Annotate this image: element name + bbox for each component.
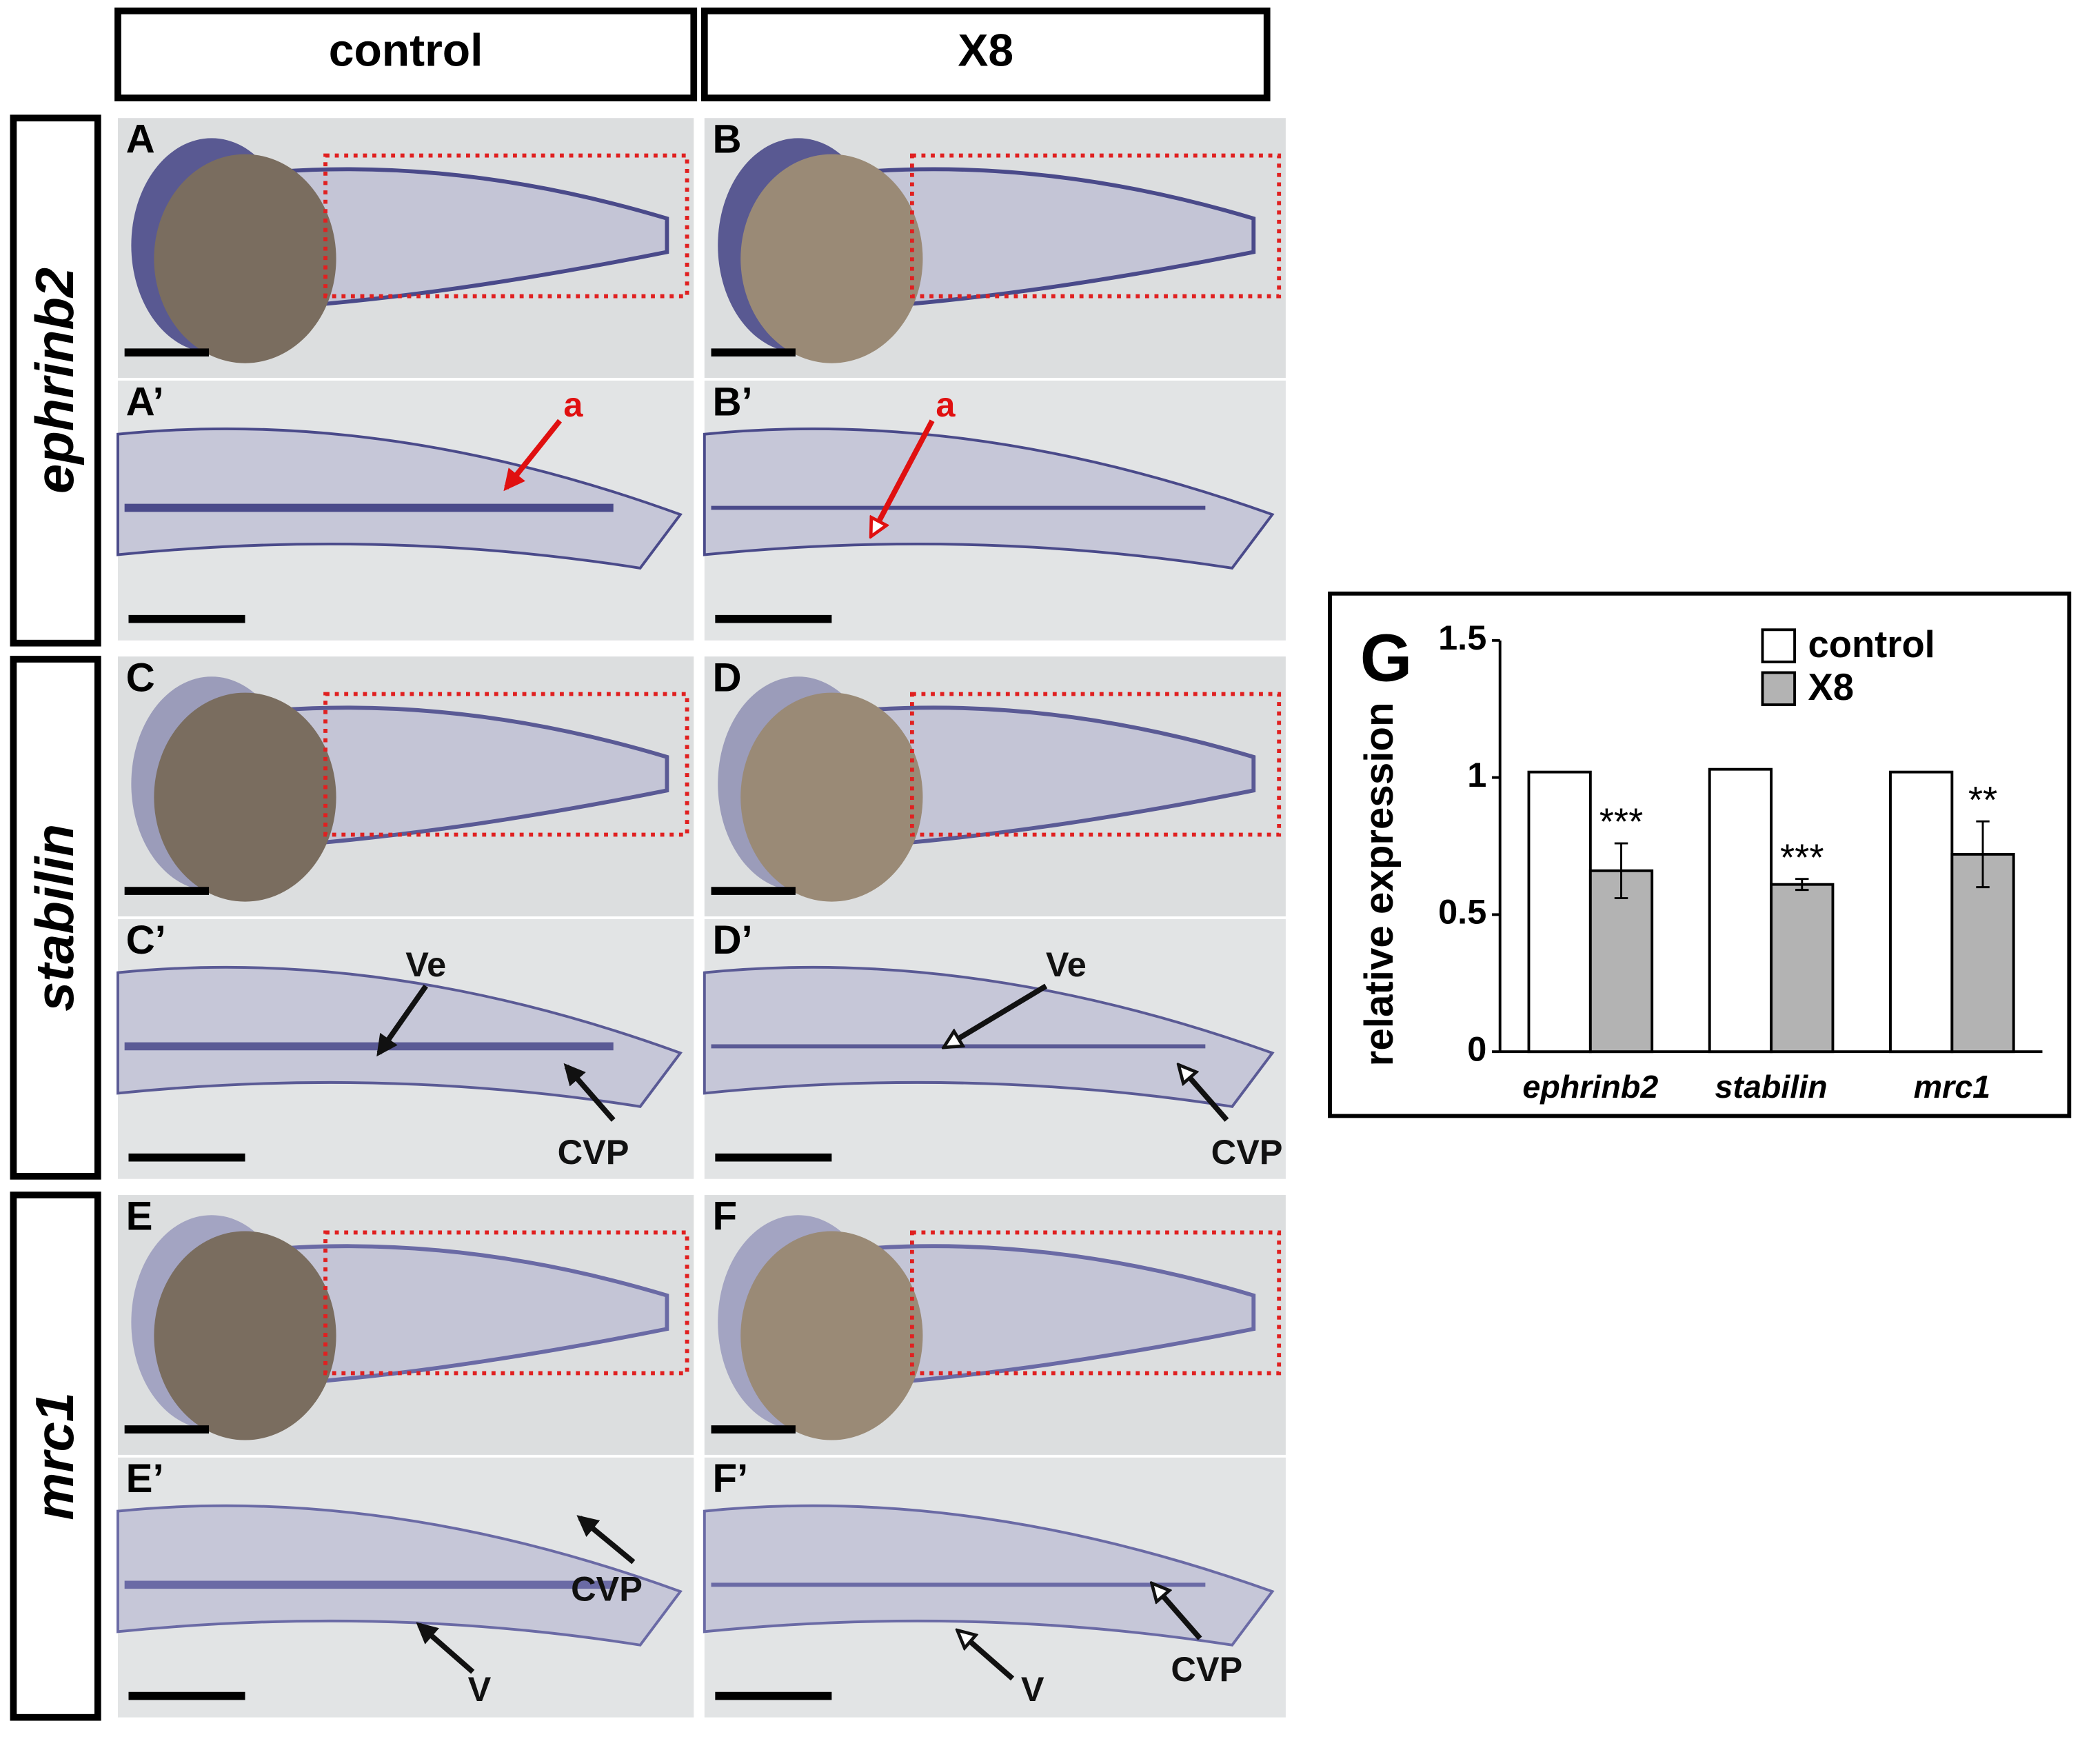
embryo-yolk (154, 692, 336, 902)
significance: *** (1599, 801, 1643, 843)
region-box (323, 692, 689, 837)
arrow (945, 983, 1048, 1046)
embryo-yolk (740, 692, 923, 902)
error-bar (1976, 820, 1990, 889)
embryo-tail (276, 705, 669, 847)
legend-label: control (1808, 623, 1935, 665)
embryo-trunk (703, 965, 1275, 1108)
embryo-yolk (154, 1231, 336, 1440)
column-header: X8 (958, 24, 1013, 75)
row-header: stabilin (26, 824, 85, 1012)
row-header-box (10, 114, 101, 647)
error-bar (1614, 842, 1628, 900)
annotation: CVP (571, 1569, 643, 1608)
panel-label: E’ (126, 1456, 164, 1501)
region-box (323, 153, 689, 299)
arrow (1153, 1585, 1202, 1640)
x-tick-label: ephrinb2 (1522, 1069, 1658, 1105)
row-header: ephrinb2 (26, 268, 85, 494)
annotation: a (936, 385, 956, 424)
panel-label: D’ (712, 918, 752, 963)
column-header: control (329, 24, 483, 75)
bar (1770, 883, 1835, 1054)
annotation: V (468, 1669, 492, 1709)
annotation: Ve (405, 945, 446, 984)
row-header: mrc1 (26, 1392, 85, 1520)
panel-label: F’ (712, 1456, 748, 1501)
annotation: V (1021, 1669, 1044, 1709)
arrow (1180, 1067, 1229, 1122)
arrow (959, 1631, 1015, 1681)
x-tick-label: stabilin (1715, 1069, 1828, 1105)
embryo-tail (276, 167, 669, 308)
panel-label: F (712, 1194, 737, 1238)
annotation: a (563, 385, 583, 424)
embryo-trunk (703, 427, 1275, 570)
embryo-yolk (154, 154, 336, 363)
row-header-box (10, 1192, 101, 1721)
panel-label: A (126, 117, 155, 162)
y-tick-label: 0.5 (1438, 892, 1486, 932)
bar (1708, 767, 1773, 1054)
legend-swatch (1761, 671, 1797, 707)
panel-label: B’ (712, 379, 752, 424)
significance: *** (1780, 836, 1824, 878)
panel-label: B (712, 117, 741, 162)
embryo-tail (276, 1244, 669, 1385)
annotation: CVP (558, 1132, 629, 1172)
arrow (416, 1622, 475, 1674)
annotation: CVP (1211, 1132, 1283, 1172)
embryo-yolk (740, 154, 923, 363)
y-tick-label: 1.5 (1438, 618, 1486, 657)
annotation: CVP (1171, 1649, 1242, 1689)
annotation: Ve (1046, 945, 1087, 984)
region-box (323, 1230, 689, 1376)
x-tick-label: mrc1 (1914, 1069, 1990, 1105)
bar (1950, 852, 2015, 1054)
legend-swatch (1761, 628, 1797, 663)
panel-label: C’ (126, 918, 166, 963)
column-header-box (114, 7, 698, 101)
panel-label: A’ (126, 379, 164, 424)
embryo-trunk (117, 1504, 683, 1647)
bar (1588, 869, 1654, 1054)
panel-label: D (712, 655, 741, 700)
arrow (872, 419, 935, 534)
panel-label: C (126, 655, 155, 700)
significance: ** (1968, 778, 1997, 821)
row-header-box (10, 656, 101, 1180)
embryo-trunk (117, 427, 683, 570)
legend-label: X8 (1808, 666, 1855, 708)
y-tick-label: 0 (1467, 1029, 1486, 1069)
bar (1527, 770, 1592, 1054)
column-header-box (700, 7, 1271, 101)
y-axis-label: relative expression (1357, 702, 1402, 1066)
bar (1889, 770, 1954, 1054)
embryo-trunk (117, 965, 683, 1108)
embryo-yolk (740, 1231, 923, 1440)
arrow (576, 1515, 636, 1565)
panel-label: E (126, 1194, 153, 1238)
error-bar (1795, 878, 1809, 892)
panel-label: G (1360, 620, 1413, 695)
y-tick-label: 1 (1467, 755, 1486, 794)
arrow (503, 419, 563, 492)
arrow (376, 984, 428, 1057)
embryo-trunk (703, 1504, 1275, 1647)
arrow (563, 1063, 616, 1122)
